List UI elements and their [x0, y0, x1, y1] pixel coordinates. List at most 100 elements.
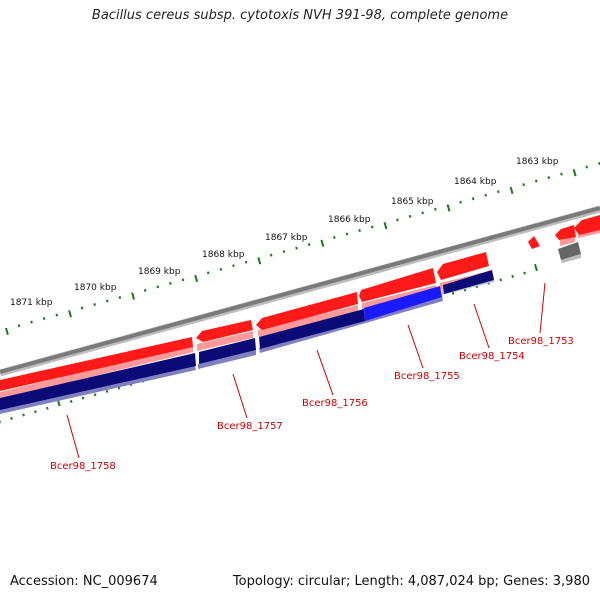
grey-feature[interactable]: [558, 242, 581, 260]
scale-minor-tick: [81, 396, 85, 400]
gene-small-forward-arrow[interactable]: [555, 225, 576, 240]
scale-minor-tick: [42, 317, 46, 321]
gene-label-bcer98-1756: Bcer98_1756: [302, 398, 368, 409]
scale-minor-tick: [511, 274, 514, 278]
reverse-feature-2[interactable]: [199, 338, 256, 364]
label-leaders: [66, 282, 546, 459]
scale-major-tick: [534, 263, 538, 272]
scale-minor-tick: [585, 165, 588, 169]
scale-minor-tick: [471, 197, 475, 201]
scale-minor-tick: [169, 281, 172, 285]
reverse-feature-1[interactable]: [0, 353, 196, 410]
gene-bcer98-1757-arrow[interactable]: [196, 320, 253, 342]
scale-label: 1865 kbp: [391, 197, 434, 207]
scale-label: 1868 kbp: [202, 250, 245, 260]
map-title: Bacillus cereus subsp. cytotoxis NVH 391…: [91, 8, 509, 23]
scale-minor-tick: [93, 393, 97, 397]
scale-minor-tick: [34, 410, 37, 414]
scale-minor-tick: [295, 246, 298, 250]
scale-major-tick: [320, 239, 325, 247]
scale-major-tick: [446, 204, 451, 212]
scale-label: 1870 kbp: [74, 283, 117, 293]
scale-minor-tick: [80, 306, 84, 310]
scale-minor-tick: [459, 200, 462, 204]
reverse-feature-4-highlight[interactable]: [364, 286, 442, 321]
scale-major-tick: [383, 221, 388, 230]
scale-minor-tick: [10, 416, 13, 420]
scale-minor-tick: [451, 291, 455, 295]
gene-label-bcer98-1758: Bcer98_1758: [50, 461, 116, 472]
scale-minor-tick: [499, 278, 503, 282]
scale-major-tick: [68, 310, 72, 318]
scale-minor-tick: [93, 303, 96, 306]
accession-text: Accession: NC_009674: [10, 574, 158, 589]
scale-minor-tick: [358, 229, 361, 232]
scale-minor-tick: [523, 271, 526, 275]
scale-minor-tick: [396, 218, 399, 222]
gene-bcer98-1756-arrow[interactable]: [256, 292, 358, 330]
gene-bcer98-1753-arrow[interactable]: [528, 236, 540, 249]
scale-minor-tick: [333, 236, 336, 239]
gene-edge-forward-arrow[interactable]: [574, 215, 600, 235]
scale-label: 1866 kbp: [328, 215, 371, 225]
scale-label: 1869 kbp: [138, 267, 181, 277]
scale-minor-tick: [370, 225, 374, 229]
scale-minor-tick: [105, 389, 109, 393]
scale-minor-tick: [522, 183, 525, 187]
scale-minor-tick: [560, 172, 563, 176]
scale-label: 1867 kbp: [265, 233, 308, 243]
reverse-feature-5[interactable]: [443, 270, 494, 294]
scale-minor-tick: [219, 267, 223, 271]
backbone-line-core: [0, 206, 600, 374]
reverse-feature-3[interactable]: [259, 309, 365, 349]
scale-minor-tick: [307, 243, 311, 247]
scale-minor-tick: [534, 179, 538, 183]
topology-summary-text: Topology: circular; Length: 4,087,024 bp…: [232, 574, 590, 589]
gene-bcer98-1755-arrow[interactable]: [359, 268, 436, 302]
scale-minor-tick: [484, 193, 488, 197]
scale-minor-tick: [30, 320, 33, 324]
gene-bcer98-1754-arrow[interactable]: [437, 252, 489, 280]
scale-major-tick: [194, 274, 199, 283]
scale-minor-tick: [408, 214, 412, 218]
gene-labels: Bcer98_1758 Bcer98_1757 Bcer98_1756 Bcer…: [50, 336, 574, 472]
scale-minor-tick: [118, 296, 122, 299]
scale-minor-tick: [244, 260, 248, 264]
scale-label: 1864 kbp: [454, 177, 497, 187]
scale-minor-tick: [69, 400, 73, 403]
scale-minor-tick: [421, 211, 424, 215]
gene-bcer98-1758-arrow[interactable]: [0, 337, 193, 391]
gene-label-bcer98-1753: Bcer98_1753: [508, 336, 574, 347]
scale-minor-tick: [497, 190, 500, 194]
gene-label-bcer98-1755: Bcer98_1755: [394, 371, 460, 382]
scale-label: 1871 kbp: [10, 298, 53, 308]
scale-minor-tick: [22, 413, 25, 417]
scale-label: 1863 kbp: [516, 157, 559, 167]
scale-minor-tick: [345, 232, 349, 236]
scale-minor-tick: [232, 264, 235, 268]
scale-minor-tick: [434, 207, 437, 211]
scale-minor-tick: [181, 278, 185, 282]
scale-minor-tick: [282, 250, 286, 254]
scale-major-tick: [131, 292, 135, 300]
gene-label-bcer98-1757: Bcer98_1757: [217, 421, 283, 432]
scale-labels: 1871 kbp 1870 kbp 1869 kbp 1868 kbp 1867…: [10, 157, 559, 308]
scale-minor-tick: [105, 299, 109, 303]
outer-scale-ticks: [5, 162, 600, 335]
scale-minor-tick: [46, 406, 49, 410]
scale-minor-tick: [206, 271, 210, 275]
scale-minor-tick: [547, 176, 551, 180]
scale-major-tick: [509, 186, 514, 194]
scale-minor-tick: [55, 313, 59, 317]
scale-minor-tick: [17, 324, 21, 328]
scale-major-tick: [5, 327, 9, 335]
gene-label-bcer98-1754: Bcer98_1754: [459, 351, 525, 362]
reverse-strand-track: [0, 242, 581, 414]
scale-minor-tick: [269, 253, 273, 257]
scale-major-tick: [257, 257, 262, 265]
scale-minor-tick: [143, 288, 147, 292]
scale-major-tick: [572, 169, 577, 177]
scale-minor-tick: [156, 285, 160, 289]
